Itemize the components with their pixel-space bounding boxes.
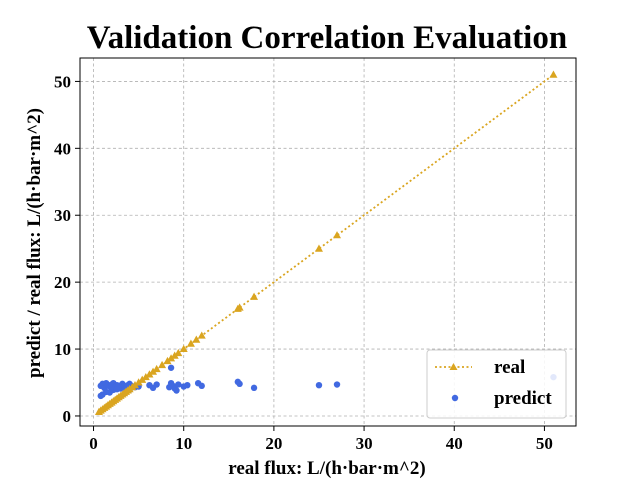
real-point <box>138 375 147 383</box>
x-tick-label: 30 <box>356 434 373 453</box>
x-tick-label: 50 <box>536 434 553 453</box>
y-tick-label: 30 <box>54 206 71 225</box>
real-point <box>167 354 176 362</box>
real-point <box>174 348 183 357</box>
chart-title: Validation Correlation Evaluation <box>87 20 567 56</box>
legend: real predict <box>426 349 567 419</box>
real-point <box>549 70 558 78</box>
y-tick-label: 40 <box>54 139 71 158</box>
predict-point <box>106 389 113 396</box>
real-point <box>131 380 140 389</box>
y-axis-label: predict / real flux: L/(h·bar·m^2) <box>24 108 45 378</box>
y-tick-label: 0 <box>63 407 72 426</box>
real-point <box>179 344 188 353</box>
predict-point <box>184 381 191 389</box>
real-point <box>163 356 172 365</box>
x-tick-label: 40 <box>446 434 463 453</box>
predict-point <box>333 381 341 388</box>
real-point <box>141 372 150 381</box>
legend-predict-label: predict <box>494 388 552 409</box>
real-point <box>192 335 201 343</box>
real-point <box>158 360 167 369</box>
predict-point <box>175 381 182 388</box>
x-axis-label: real flux: L/(h·bar·m^2) <box>228 458 426 479</box>
real-point <box>186 339 195 347</box>
real-point <box>197 331 206 339</box>
y-tick-label: 10 <box>54 340 71 359</box>
y-tick-label: 50 <box>54 72 71 91</box>
axis-ticks: 0 10 20 30 40 50 0 10 20 30 40 50 <box>54 72 553 453</box>
predict-point <box>113 386 121 393</box>
predict-point <box>173 387 180 394</box>
predict-point <box>167 364 175 371</box>
predict-point <box>236 380 243 388</box>
real-point <box>152 364 161 373</box>
y-tick-label: 20 <box>54 273 71 292</box>
real-point <box>235 303 244 311</box>
x-tick-label: 0 <box>89 434 98 453</box>
plot-series <box>94 70 558 415</box>
real-point <box>145 370 154 378</box>
real-point <box>250 292 259 300</box>
predict-point <box>97 392 104 400</box>
predict-point <box>250 384 258 392</box>
legend-real-label: real <box>494 357 525 378</box>
real-point <box>170 351 179 359</box>
real-point <box>134 378 143 386</box>
x-tick-label: 10 <box>175 434 192 453</box>
x-tick-label: 20 <box>265 434 282 453</box>
legend-box <box>426 349 567 419</box>
grid <box>80 58 576 426</box>
legend-predict-marker <box>451 394 459 402</box>
real-point <box>333 231 342 239</box>
real-point <box>149 367 158 375</box>
predict-point <box>315 381 323 389</box>
real-point <box>314 244 323 252</box>
predict-point <box>198 382 205 390</box>
predict-point <box>153 381 160 388</box>
legend-real-marker <box>449 363 458 370</box>
plot-frame <box>79 57 577 427</box>
